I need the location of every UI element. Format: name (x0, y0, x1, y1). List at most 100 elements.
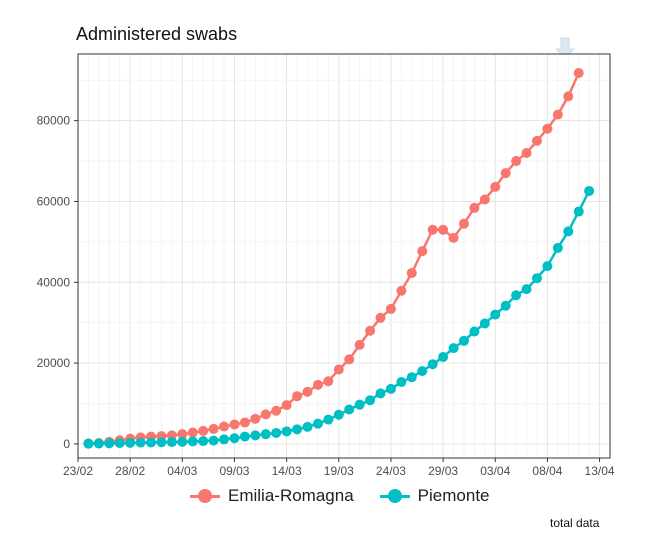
data-point-emilia-romagna (250, 413, 261, 424)
data-point-emilia-romagna (396, 285, 407, 296)
data-point-piemonte (312, 418, 323, 429)
data-point-emilia-romagna (198, 425, 209, 436)
data-point-piemonte (448, 343, 459, 354)
data-point-emilia-romagna (312, 379, 323, 390)
legend: Emilia-Romagna Piemonte (190, 486, 490, 506)
data-point-piemonte (552, 242, 563, 253)
x-tick-label: 04/03 (167, 464, 197, 478)
series-lines (83, 67, 595, 449)
data-point-piemonte (229, 433, 240, 444)
y-tick-label: 40000 (37, 275, 71, 289)
data-point-emilia-romagna (552, 109, 563, 120)
data-point-piemonte (260, 429, 271, 440)
data-point-emilia-romagna (260, 409, 271, 420)
data-point-emilia-romagna (177, 429, 188, 440)
data-point-piemonte (292, 424, 303, 435)
data-point-emilia-romagna (187, 427, 198, 438)
data-point-piemonte (427, 359, 438, 370)
data-point-emilia-romagna (292, 391, 303, 402)
x-tick-label: 19/03 (324, 464, 354, 478)
data-point-piemonte (239, 431, 250, 442)
data-point-piemonte (563, 226, 574, 237)
footnote: total data (550, 516, 600, 530)
data-point-emilia-romagna (219, 421, 230, 432)
data-point-emilia-romagna (458, 218, 469, 229)
data-point-piemonte (198, 436, 209, 447)
legend-item-emilia-romagna[interactable]: Emilia-Romagna (190, 486, 354, 506)
data-point-piemonte (365, 395, 376, 406)
x-tick-label: 09/03 (219, 464, 249, 478)
data-point-emilia-romagna (406, 267, 417, 278)
data-point-emilia-romagna (333, 364, 344, 375)
x-tick-label: 14/03 (272, 464, 302, 478)
data-point-emilia-romagna (239, 417, 250, 428)
data-point-piemonte (187, 436, 198, 447)
data-point-emilia-romagna (354, 339, 365, 350)
data-point-emilia-romagna (563, 91, 574, 102)
data-point-piemonte (531, 273, 542, 284)
data-point-piemonte (542, 261, 553, 272)
data-point-emilia-romagna (521, 147, 532, 158)
data-point-piemonte (281, 426, 292, 437)
data-point-piemonte (114, 438, 125, 449)
x-tick-label: 24/03 (376, 464, 406, 478)
data-point-emilia-romagna (448, 232, 459, 243)
legend-item-piemonte[interactable]: Piemonte (379, 486, 490, 506)
data-point-piemonte (375, 388, 386, 399)
data-point-piemonte (490, 309, 501, 320)
data-point-piemonte (208, 435, 219, 446)
data-point-emilia-romagna (344, 354, 355, 365)
data-point-piemonte (271, 427, 282, 438)
data-point-emilia-romagna (438, 224, 449, 235)
data-point-piemonte (344, 404, 355, 415)
data-point-emilia-romagna (229, 419, 240, 430)
data-point-piemonte (521, 284, 532, 295)
y-tick-label: 0 (63, 437, 70, 451)
data-point-piemonte (396, 377, 407, 388)
data-point-piemonte (458, 335, 469, 346)
data-point-emilia-romagna (479, 194, 490, 205)
data-point-emilia-romagna (208, 423, 219, 434)
data-point-piemonte (156, 437, 167, 448)
data-point-emilia-romagna (417, 246, 428, 257)
x-tick-label: 28/02 (115, 464, 145, 478)
data-point-emilia-romagna (281, 400, 292, 411)
data-point-piemonte (417, 366, 428, 377)
data-point-emilia-romagna (573, 67, 584, 78)
data-point-piemonte (573, 206, 584, 217)
data-point-emilia-romagna (490, 181, 501, 192)
data-point-emilia-romagna (385, 303, 396, 314)
data-point-piemonte (511, 290, 522, 301)
data-point-emilia-romagna (323, 376, 334, 387)
data-point-piemonte (302, 421, 313, 432)
x-tick-label: 29/03 (428, 464, 458, 478)
data-point-piemonte (438, 352, 449, 362)
y-tick-label: 60000 (37, 194, 71, 208)
data-point-piemonte (93, 438, 104, 449)
data-point-piemonte (469, 326, 480, 337)
plot-background (78, 54, 610, 458)
data-point-piemonte (584, 185, 595, 196)
x-tick-label: 23/02 (63, 464, 93, 478)
data-point-piemonte (146, 437, 157, 448)
data-point-piemonte (83, 438, 94, 449)
data-point-piemonte (354, 399, 365, 410)
y-tick-label: 20000 (37, 356, 71, 370)
data-point-piemonte (166, 437, 177, 448)
data-point-emilia-romagna (542, 123, 553, 134)
data-point-emilia-romagna (511, 156, 522, 167)
data-point-emilia-romagna (302, 386, 313, 397)
x-tick-label: 08/04 (532, 464, 562, 478)
legend-label-emilia-romagna: Emilia-Romagna (228, 486, 354, 505)
data-point-piemonte (500, 300, 511, 311)
data-point-emilia-romagna (271, 405, 282, 416)
data-point-piemonte (135, 437, 146, 448)
data-point-piemonte (177, 436, 188, 447)
data-point-emilia-romagna (427, 224, 438, 235)
plot-border (77, 53, 611, 459)
chart-title: Administered swabs (76, 24, 238, 44)
x-tick-label: 03/04 (480, 464, 510, 478)
data-point-emilia-romagna (365, 325, 376, 336)
legend-marker-piemonte (379, 489, 410, 503)
x-tick-label: 13/04 (585, 464, 615, 478)
